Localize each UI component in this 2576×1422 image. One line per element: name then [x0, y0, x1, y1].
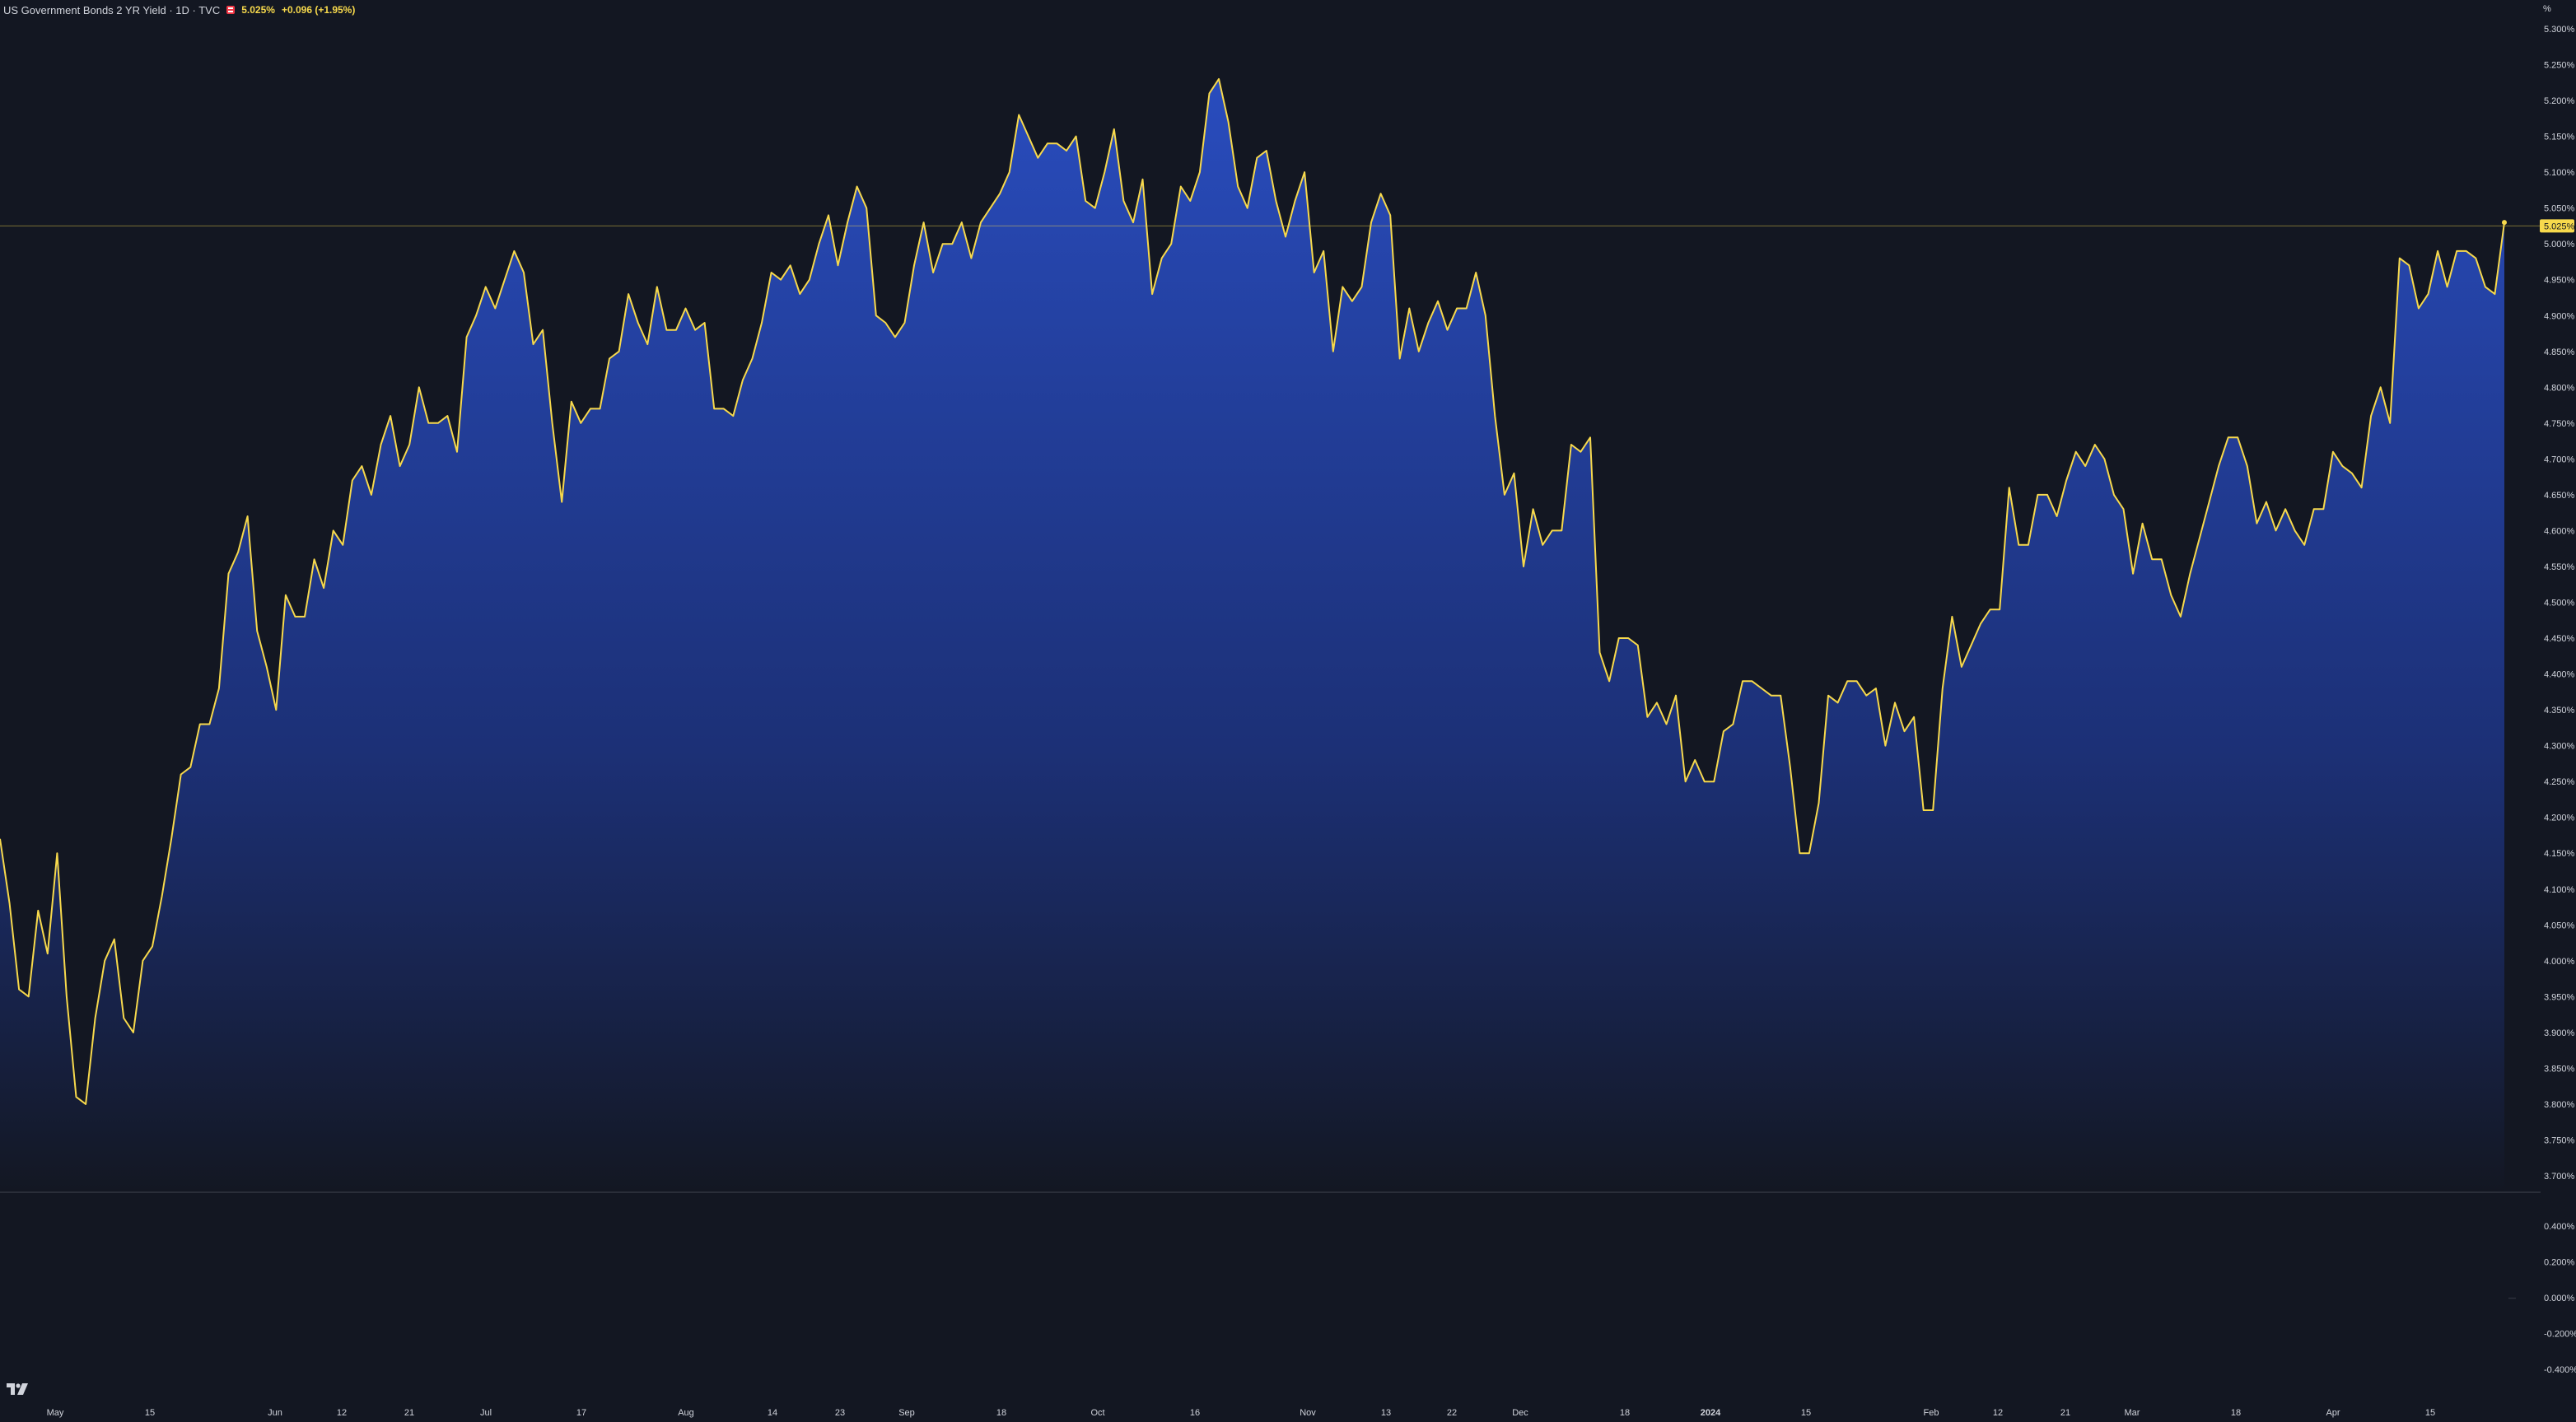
y-tick-label: 5.000%	[2544, 240, 2575, 249]
y-tick-label: 4.400%	[2544, 670, 2575, 680]
x-tick-label: Jul	[480, 1408, 492, 1418]
last-price-text: 5.025%	[2544, 221, 2575, 231]
last-point-marker	[2502, 220, 2507, 226]
x-tick-label: 15	[2425, 1408, 2435, 1418]
price-line	[0, 77, 2505, 1105]
price-scale[interactable]: 5.300% 5.250% 5.200% 5.150% 5.100% 5.050% 5.00…	[2544, 25, 2575, 1182]
x-tick-label: Sep	[898, 1408, 915, 1418]
x-tick-label: 22	[1447, 1408, 1457, 1418]
indicator-y-tick-label: 0.000%	[2544, 1294, 2575, 1303]
x-tick-label: 15	[1801, 1408, 1811, 1418]
indicator-y-tick-label: 0.400%	[2544, 1222, 2575, 1232]
indicator-y-tick-label: 0.200%	[2544, 1258, 2575, 1268]
x-tick-label: 18	[996, 1408, 1006, 1418]
price-scale-unit[interactable]: %	[2543, 4, 2551, 14]
y-tick-label: 4.450%	[2544, 634, 2575, 644]
y-tick-label: 3.950%	[2544, 992, 2575, 1002]
x-tick-label: 18	[2231, 1408, 2241, 1418]
last-price-badge	[2540, 219, 2574, 233]
indicator-pane-marker: —	[2508, 1294, 2516, 1302]
y-tick-label: 5.300%	[2544, 25, 2575, 35]
x-tick-label: 16	[1190, 1408, 1200, 1418]
indicator-y-tick-label: -0.400%	[2544, 1365, 2576, 1375]
x-tick-label: Nov	[1300, 1408, 1316, 1418]
y-tick-label: 4.700%	[2544, 455, 2575, 464]
x-tick-label: 15	[145, 1408, 155, 1418]
price-area-fill	[0, 78, 2504, 1192]
last-price-label: 5.025%	[2540, 219, 2575, 233]
current-price: 5.025%	[241, 4, 275, 16]
y-tick-label: 5.050%	[2544, 204, 2575, 214]
chart-legend-header[interactable]: US Government Bonds 2 YR Yield · 1D · TV…	[3, 3, 355, 16]
x-tick-label: May	[47, 1408, 64, 1418]
time-scale[interactable]: May 15 Jun 12 21 Jul 17 Aug 14 23 Sep 18 Oct 16 Nov 13 2…	[47, 1408, 2436, 1418]
y-tick-label: 3.750%	[2544, 1135, 2575, 1145]
x-tick-label: Dec	[1512, 1408, 1528, 1418]
x-tick-label: 2024	[1701, 1408, 1721, 1418]
indicator-y-tick-label: -0.200%	[2544, 1330, 2576, 1340]
indicator-price-scale[interactable]: 0.400% 0.200% 0.000% -0.200% -0.400%	[2544, 1222, 2576, 1375]
y-tick-label: 4.500%	[2544, 599, 2575, 608]
y-tick-label: 4.800%	[2544, 383, 2575, 393]
x-tick-label: 12	[337, 1408, 347, 1418]
y-tick-label: 3.700%	[2544, 1172, 2575, 1182]
series-line	[0, 77, 2505, 1105]
y-tick-label: 4.850%	[2544, 347, 2575, 357]
y-tick-label: 4.150%	[2544, 849, 2575, 859]
y-tick-label: 4.250%	[2544, 777, 2575, 787]
y-tick-label: 4.200%	[2544, 814, 2575, 823]
price-change: +0.096 (+1.95%)	[281, 4, 356, 16]
y-tick-label: 3.900%	[2544, 1028, 2575, 1038]
y-tick-label: 4.100%	[2544, 885, 2575, 895]
x-tick-label: 23	[835, 1408, 845, 1418]
y-tick-label: 3.800%	[2544, 1100, 2575, 1110]
y-tick-label: 5.150%	[2544, 133, 2575, 142]
x-tick-label: Mar	[2125, 1408, 2140, 1418]
y-tick-label: 4.550%	[2544, 562, 2575, 572]
x-tick-label: 13	[1381, 1408, 1391, 1418]
x-tick-label: 14	[768, 1408, 777, 1418]
x-tick-label: 18	[1620, 1408, 1630, 1418]
x-tick-label: 12	[1993, 1408, 2003, 1418]
y-tick-label: 4.350%	[2544, 706, 2575, 716]
y-tick-label: 4.650%	[2544, 491, 2575, 501]
y-tick-label: 4.950%	[2544, 276, 2575, 286]
area-shape	[0, 78, 2504, 1192]
flag-icon[interactable]	[226, 6, 236, 14]
symbol-title[interactable]: US Government Bonds 2 YR Yield · 1D · TV…	[3, 3, 221, 16]
last-price-line	[0, 220, 2541, 226]
y-tick-label: 4.000%	[2544, 957, 2575, 967]
y-tick-label: 4.600%	[2544, 526, 2575, 536]
y-tick-label: 3.850%	[2544, 1064, 2575, 1074]
x-tick-label: Oct	[1090, 1408, 1104, 1418]
x-tick-label: Apr	[2326, 1408, 2340, 1418]
x-tick-label: 21	[2060, 1408, 2070, 1418]
y-tick-label: 5.100%	[2544, 168, 2575, 178]
y-tick-label: 4.900%	[2544, 311, 2575, 321]
y-tick-label: 5.200%	[2544, 96, 2575, 106]
y-tick-label: 4.750%	[2544, 419, 2575, 429]
x-tick-label: 21	[404, 1408, 414, 1418]
x-tick-label: Aug	[678, 1408, 694, 1418]
y-tick-label: 4.300%	[2544, 742, 2575, 752]
x-tick-label: Jun	[268, 1408, 282, 1418]
x-tick-label: Feb	[1924, 1408, 1939, 1418]
tradingview-logo-icon[interactable]	[7, 1383, 28, 1395]
y-tick-label: 4.050%	[2544, 921, 2575, 930]
y-tick-label: 5.250%	[2544, 61, 2575, 71]
x-tick-label: 17	[576, 1408, 586, 1418]
